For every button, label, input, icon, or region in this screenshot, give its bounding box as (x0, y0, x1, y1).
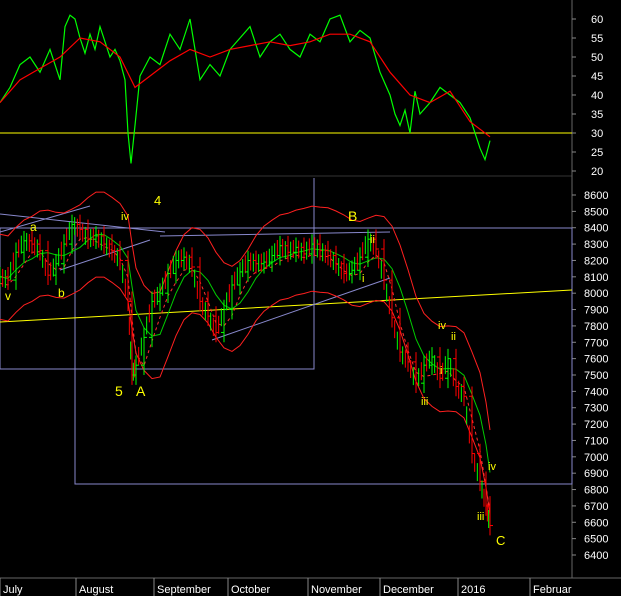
channel-line-4 (211, 277, 391, 341)
price-tick-label: 6600 (584, 517, 608, 529)
wave-label-5: 5 (115, 383, 123, 399)
wave-label-C: C (496, 533, 505, 548)
price-tick-label: 8200 (584, 255, 608, 267)
wave-label-A: A (136, 383, 146, 399)
wave-label-ii-1: ii (370, 234, 375, 246)
x-tick-label: October (231, 584, 270, 596)
price-tick-label: 6400 (584, 550, 608, 562)
price-tick-label: 6900 (584, 468, 608, 480)
osc-tick-label: 20 (591, 166, 603, 178)
price-tick-label: 7600 (584, 354, 608, 366)
wave-label-iii-1: iii (421, 396, 428, 408)
upper-band (0, 191, 491, 431)
osc-tick-label: 50 (591, 52, 603, 64)
osc-line-slow (0, 33, 491, 138)
price-tick-label: 8000 (584, 288, 608, 300)
wave-label-v: v (5, 289, 11, 303)
wave-label-ii-2: ii (451, 331, 456, 343)
price-tick-label: 7300 (584, 403, 608, 415)
osc-tick-label: 45 (591, 71, 603, 83)
moving-average (0, 234, 491, 473)
short-average (0, 236, 491, 511)
price-tick-label: 8300 (584, 239, 608, 251)
osc-tick-label: 30 (591, 128, 603, 140)
wave-label-a: a (30, 220, 37, 234)
yellow-trendline (0, 289, 573, 323)
price-tick-label: 8600 (584, 190, 608, 202)
price-tick-label: 8500 (584, 206, 608, 218)
channel-line-3 (59, 239, 151, 271)
price-tick-label: 6500 (584, 534, 608, 546)
osc-tick-label: 25 (591, 147, 603, 159)
osc-tick-label: 60 (591, 14, 603, 26)
price-tick-label: 7200 (584, 419, 608, 431)
wave-label-i-2: i (440, 365, 442, 377)
x-tick-label: Februar (533, 584, 572, 596)
wave-label-B: B (348, 208, 357, 224)
wave-label-iv-1: iv (438, 320, 446, 332)
price-tick-label: 7900 (584, 305, 608, 317)
lower-band (0, 276, 491, 516)
wave-label-iii-2: iii (477, 511, 484, 523)
wave-label-b: b (58, 286, 65, 300)
osc-line-fast (0, 14, 491, 164)
x-tick-label: December (383, 584, 434, 596)
price-tick-label: 6700 (584, 501, 608, 513)
x-tick-label: September (157, 584, 211, 596)
wave-label-4: 4 (154, 193, 161, 208)
price-tick-label: 8400 (584, 223, 608, 235)
wave-label-i-1: i (362, 273, 364, 285)
box-annotation-2 (74, 227, 573, 485)
x-tick-label: August (79, 584, 113, 596)
wave-label-iv: iv (121, 211, 129, 223)
osc-tick-label: 35 (591, 109, 603, 121)
price-tick-label: 7000 (584, 452, 608, 464)
annotation-drawings (0, 178, 573, 485)
channel-line-top (0, 213, 166, 233)
price-tick-label: 7800 (584, 321, 608, 333)
wave-labels: a v b iv 4 5 A B ii i iv ii i iii iv iii… (5, 193, 505, 548)
price-tick-label: 7500 (584, 370, 608, 382)
osc-tick-label: 40 (591, 90, 603, 102)
channel-line-5 (159, 231, 391, 237)
price-tick-label: 7400 (584, 386, 608, 398)
price-tick-label: 7700 (584, 337, 608, 349)
x-tick-label: 2016 (461, 584, 485, 596)
x-tick-label: November (311, 584, 362, 596)
price-tick-label: 6800 (584, 485, 608, 497)
osc-tick-label: 55 (591, 33, 603, 45)
wave-label-iv-2: iv (488, 461, 496, 473)
price-tick-label: 8100 (584, 272, 608, 284)
x-tick-label: July (3, 584, 23, 596)
price-tick-label: 7100 (584, 435, 608, 447)
